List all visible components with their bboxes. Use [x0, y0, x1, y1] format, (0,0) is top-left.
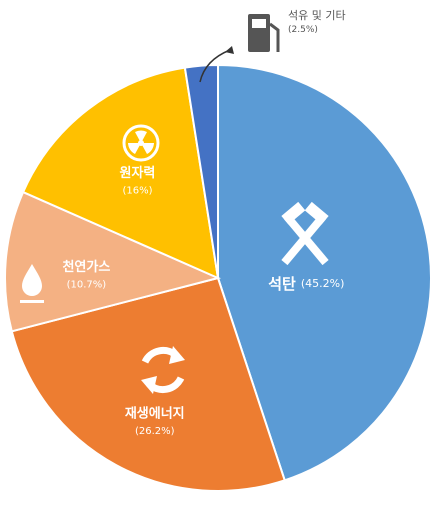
- slice: [217, 63, 432, 482]
- category-label: 천연가스: [62, 260, 110, 275]
- value-label: (45.2%): [301, 277, 345, 290]
- fuel-icon: [248, 14, 280, 52]
- callout-arrowhead: [225, 46, 234, 54]
- slice-label: 석탄 (45.2%): [268, 274, 344, 292]
- labels: 석탄 (45.2%) 재생에너지 (26.2%) 천연가스 (10.7%) 원자력 (16%): [62, 166, 344, 437]
- hammer-icon: [281, 201, 329, 266]
- radiation-icon: [122, 124, 160, 162]
- value-label: (10.7%): [67, 279, 107, 290]
- category-label: 석탄: [268, 274, 296, 292]
- value-label: (26.2%): [135, 426, 175, 437]
- category-label: 원자력: [120, 166, 156, 181]
- slice: [21, 66, 220, 280]
- category-label: 재생에너지: [125, 405, 185, 421]
- value-label: (2.5%): [288, 25, 318, 35]
- recycle-icon: [141, 346, 185, 394]
- drop-icon: [20, 264, 44, 303]
- slices: [4, 63, 432, 492]
- value-label: (16%): [122, 185, 152, 196]
- slice: [183, 63, 219, 279]
- external-label: 석유 및 기타 (2.5%): [288, 8, 358, 38]
- category-label: 석유 및 기타: [288, 9, 346, 22]
- slice: [4, 190, 222, 333]
